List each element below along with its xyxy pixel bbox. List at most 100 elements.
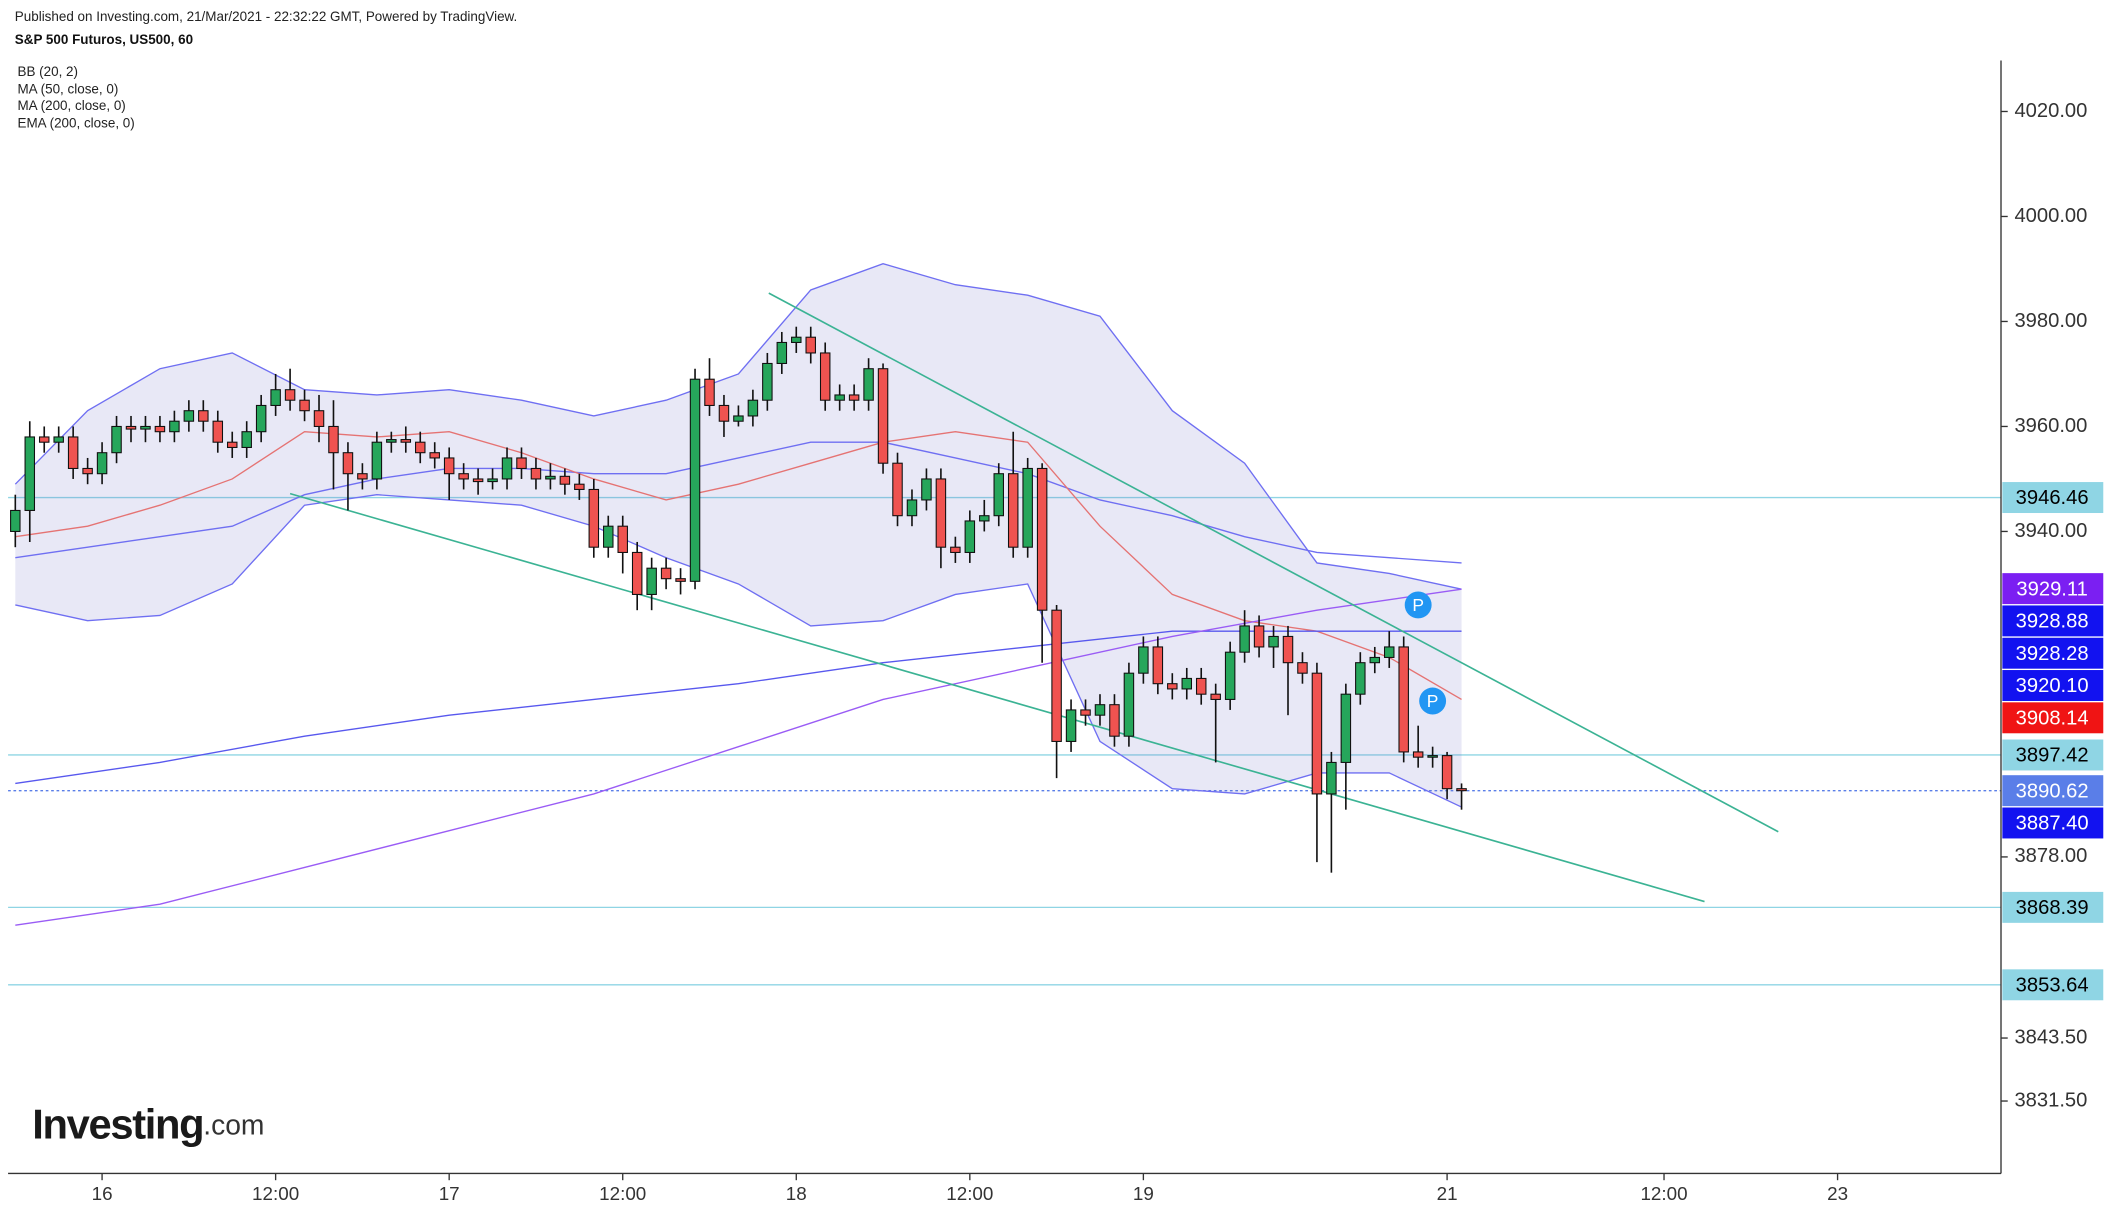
- candle-body: [921, 478, 932, 501]
- candle-body: [1282, 635, 1294, 664]
- bollinger-fill: [15, 263, 1462, 808]
- candle-body: [53, 436, 64, 443]
- x-tick-label: 23: [1827, 1183, 1848, 1204]
- candle-body: [1109, 704, 1120, 737]
- marker-label: P: [1412, 595, 1424, 615]
- x-tick-label: 12:00: [1640, 1183, 1687, 1204]
- candle-body: [689, 378, 701, 582]
- candle-body: [588, 488, 600, 548]
- candle-body: [342, 452, 354, 475]
- candle-body: [1297, 662, 1308, 674]
- candle-body: [993, 473, 1005, 517]
- axis-layer: 4020.00 4000.00 3980.00 3960.00 3940.00 3878.…: [92, 100, 2104, 1204]
- price-label-box: [2002, 807, 2104, 839]
- candle-body: [82, 467, 93, 475]
- candle-body: [1181, 677, 1193, 690]
- trendline: [289, 492, 1705, 903]
- published-note: Published on Investing.com, 21/Mar/2021 …: [15, 9, 517, 24]
- candle-body: [950, 546, 961, 553]
- x-tick-label: 16: [92, 1183, 113, 1204]
- price-label-box: [2002, 739, 2104, 771]
- price-label: 3929.11: [2016, 578, 2087, 600]
- marker: [1419, 687, 1447, 715]
- price-label-box: [2002, 969, 2104, 1001]
- candle-body: [386, 439, 397, 443]
- price-label: 3928.88: [2016, 611, 2089, 633]
- plot-layer: PP: [10, 326, 1467, 873]
- candle-body: [733, 415, 744, 422]
- x-tick-label: 18: [786, 1183, 807, 1204]
- price-label-box: [2002, 482, 2104, 514]
- candle-body: [675, 578, 686, 582]
- candle-body: [1022, 467, 1033, 548]
- y-tick-label: 3843.50: [2014, 1026, 2087, 1048]
- x-tick-label: 19: [1133, 1183, 1154, 1204]
- candle-body: [299, 399, 310, 412]
- background-layer: [8, 263, 2002, 986]
- trendline: [768, 292, 1779, 833]
- bollinger-lower: [15, 494, 1462, 808]
- candle-body: [472, 478, 484, 483]
- indicator-line: [15, 588, 1462, 926]
- candle-body: [1355, 662, 1366, 695]
- logo-brand-text: Investing: [32, 1101, 203, 1148]
- candle-body: [1427, 755, 1438, 758]
- candle-body: [328, 425, 339, 454]
- price-label: 3946.46: [2016, 487, 2089, 509]
- price-label-box: [2002, 573, 2104, 605]
- candle-body: [631, 551, 643, 595]
- price-label-box: [2002, 702, 2104, 734]
- candle-body: [935, 478, 947, 548]
- candle-body: [1123, 672, 1135, 737]
- x-tick-label: 12:00: [599, 1183, 646, 1204]
- price-label-box: [2002, 775, 2104, 807]
- candle-body: [1152, 646, 1164, 685]
- price-label: 3853.64: [2016, 974, 2089, 996]
- candle-body: [1065, 709, 1077, 742]
- candle-body: [1326, 761, 1337, 795]
- logo-brand: Investing.com: [32, 1101, 264, 1148]
- price-label-box: [2002, 605, 2104, 637]
- candle-body: [1268, 635, 1279, 648]
- candle-body: [834, 394, 845, 401]
- candle-body: [140, 425, 151, 430]
- price-label: 3887.40: [2016, 813, 2089, 835]
- candle-body: [400, 439, 412, 443]
- legend-entry: BB (20, 2): [17, 64, 77, 79]
- bollinger-upper: [14, 263, 1462, 590]
- candle-body: [67, 436, 79, 469]
- candle-body: [24, 436, 36, 511]
- candle-body: [776, 341, 788, 364]
- candle-body: [1383, 646, 1395, 658]
- candle-body: [169, 420, 180, 433]
- candle-body: [429, 452, 440, 459]
- candle-body: [1253, 625, 1265, 648]
- candle-body: [1224, 651, 1236, 700]
- candle-body: [241, 431, 252, 448]
- candle-body: [892, 462, 903, 517]
- candle-body: [1340, 693, 1352, 763]
- candle-body: [848, 394, 860, 401]
- candle-body: [1369, 656, 1381, 664]
- indicator-line: [15, 630, 1462, 785]
- candle-body: [255, 404, 267, 433]
- price-label: 3920.10: [2016, 675, 2089, 697]
- price-label: 3897.42: [2016, 745, 2089, 767]
- x-tick-label: 21: [1437, 1183, 1458, 1204]
- candle-body: [10, 509, 21, 532]
- candle-body: [198, 410, 209, 422]
- candle-body: [747, 399, 759, 417]
- candle-body: [718, 404, 730, 422]
- candle-body: [1441, 755, 1453, 790]
- marker-label: P: [1427, 691, 1439, 711]
- marker: [1404, 591, 1432, 619]
- candle-body: [791, 336, 802, 344]
- candle-body: [1210, 693, 1221, 700]
- legend-entry: MA (200, close, 0): [17, 98, 125, 113]
- candle-body: [1138, 646, 1149, 674]
- candle-body: [530, 467, 542, 480]
- y-tick-label: 3940.00: [2014, 520, 2087, 542]
- x-tick-label: 17: [439, 1183, 460, 1204]
- candle-body: [1007, 473, 1019, 548]
